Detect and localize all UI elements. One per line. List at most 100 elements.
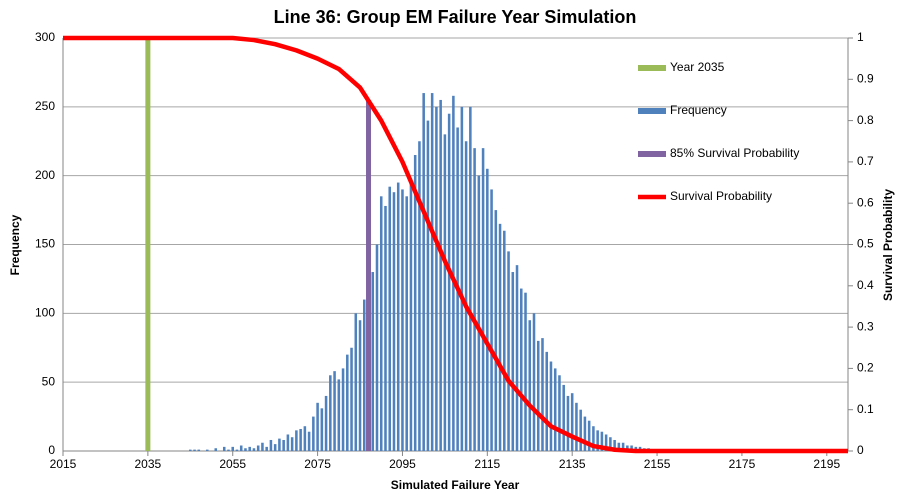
bar: [214, 448, 218, 451]
bar: [579, 409, 582, 451]
bar: [252, 448, 256, 451]
bar: [379, 196, 383, 451]
bar: [235, 449, 239, 451]
bar: [290, 437, 294, 451]
bar: [528, 320, 532, 451]
bar: [362, 299, 366, 451]
bar: [630, 445, 633, 451]
bar: [324, 395, 328, 451]
bar: [282, 439, 285, 451]
bar: [286, 434, 290, 451]
bar: [396, 182, 400, 452]
bar: [549, 361, 553, 451]
bar: [596, 430, 599, 451]
bar: [498, 223, 502, 451]
bar: [553, 368, 557, 451]
x-tick-label: 2135: [559, 457, 586, 471]
bar: [609, 437, 612, 451]
y-axis-title: Frequency: [8, 214, 22, 275]
bar: [464, 141, 468, 451]
legend-label: 85% Survival Probability: [670, 146, 799, 160]
bar: [307, 431, 311, 451]
bar: [346, 354, 349, 451]
x-tick-label: 2015: [50, 457, 77, 471]
y2-tick-label: 0: [857, 443, 864, 457]
bar: [273, 444, 277, 451]
bar: [443, 134, 447, 451]
bar: [519, 288, 523, 451]
bar: [515, 265, 519, 451]
bar: [592, 426, 595, 451]
bar: [269, 439, 273, 451]
bar: [303, 426, 307, 451]
bar: [494, 210, 498, 451]
y2-tick-label: 0.3: [857, 319, 874, 333]
legend-label: Survival Probability: [670, 189, 772, 203]
x-tick-label: 2175: [729, 457, 756, 471]
bar: [460, 106, 464, 451]
bar: [401, 189, 404, 451]
bar: [570, 393, 574, 451]
bar: [575, 402, 578, 451]
bar: [320, 408, 324, 451]
bar: [384, 205, 387, 451]
y2-tick-label: 0.4: [857, 278, 874, 292]
bar: [617, 442, 621, 451]
bar: [447, 113, 451, 451]
bar: [312, 416, 315, 451]
y2-tick-label: 0.6: [857, 195, 874, 209]
bar: [626, 445, 629, 451]
y-tick-label: 300: [35, 30, 55, 44]
bar: [452, 95, 455, 451]
bar: [256, 445, 260, 451]
bar: [350, 347, 353, 451]
bar: [600, 431, 604, 451]
bar: [541, 338, 544, 451]
y2-tick-label: 0.1: [857, 402, 874, 416]
y2-tick-label: 0.8: [857, 113, 874, 127]
bar: [409, 178, 413, 452]
bar: [422, 93, 425, 452]
bar: [388, 186, 392, 451]
bar: [604, 434, 608, 451]
legend-label: Year 2035: [670, 60, 725, 74]
bar: [358, 320, 362, 451]
bar: [205, 449, 209, 451]
bar: [197, 449, 201, 451]
legend-label: Frequency: [670, 103, 727, 117]
bar: [222, 446, 226, 451]
bar: [329, 375, 332, 451]
x-tick-label: 2195: [813, 457, 840, 471]
bar: [371, 272, 375, 451]
bar: [507, 251, 510, 451]
bar: [189, 449, 192, 451]
y2-tick-label: 0.2: [857, 361, 874, 375]
bar: [231, 446, 235, 451]
bar: [333, 371, 336, 451]
bar: [261, 442, 264, 451]
bar: [562, 384, 565, 451]
x-tick-label: 2075: [304, 457, 331, 471]
bar: [558, 375, 561, 451]
y2-tick-label: 1: [857, 30, 864, 44]
bar: [405, 196, 408, 451]
bar: [227, 449, 230, 451]
bar: [503, 230, 506, 451]
y-tick-label: 50: [42, 374, 56, 388]
bar: [566, 395, 570, 451]
y-tick-label: 200: [35, 168, 55, 182]
bar: [536, 340, 540, 451]
bar: [490, 189, 493, 451]
bar: [392, 192, 396, 452]
x-tick-label: 2035: [135, 457, 162, 471]
y-tick-label: 150: [35, 237, 55, 251]
bar: [587, 420, 591, 451]
bar: [477, 175, 481, 451]
chart-title: Line 36: Group EM Failure Year Simulatio…: [274, 7, 637, 27]
bar: [613, 439, 616, 451]
y2-tick-label: 0.9: [857, 71, 874, 85]
y-tick-label: 0: [48, 443, 55, 457]
bar: [337, 379, 341, 451]
bar: [435, 106, 438, 451]
bar: [418, 141, 421, 451]
